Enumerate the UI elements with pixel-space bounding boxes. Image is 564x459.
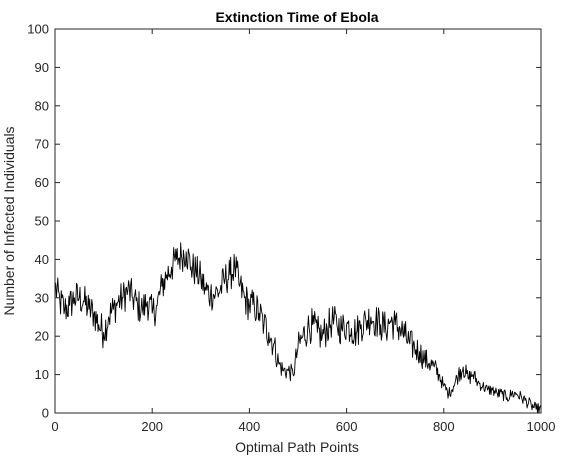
y-tick-label: 10	[35, 367, 49, 382]
y-axis-label: Number of Infected Individuals	[1, 126, 17, 315]
y-tick-label: 50	[35, 214, 49, 229]
y-tick-label: 90	[35, 60, 49, 75]
x-tick-label: 400	[239, 419, 261, 434]
plot-background	[55, 29, 541, 413]
y-tick-label: 100	[27, 22, 49, 37]
y-tick-label: 0	[42, 406, 49, 421]
plot-area	[55, 29, 541, 413]
x-tick-label: 600	[336, 419, 358, 434]
series-line-0	[54, 242, 542, 414]
x-tick-label: 800	[433, 419, 455, 434]
y-tick-label: 70	[35, 137, 49, 152]
axes-layer: 0 200 400 600 800 1000 0 10 20 30 40 50 60 70 80 90 100	[27, 22, 555, 435]
y-tick-label: 40	[35, 252, 49, 267]
y-tick-label: 20	[35, 329, 49, 344]
y-tick-label: 60	[35, 175, 49, 190]
x-axis-label: Optimal Path Points	[235, 439, 359, 455]
series-layer	[54, 242, 542, 414]
y-tick-label: 30	[35, 290, 49, 305]
chart-title: Extinction Time of Ebola	[215, 9, 378, 25]
x-tick-label: 200	[141, 419, 163, 434]
x-tick-label: 0	[51, 419, 58, 434]
y-tick-label: 80	[35, 98, 49, 113]
x-tick-label: 1000	[527, 419, 556, 434]
